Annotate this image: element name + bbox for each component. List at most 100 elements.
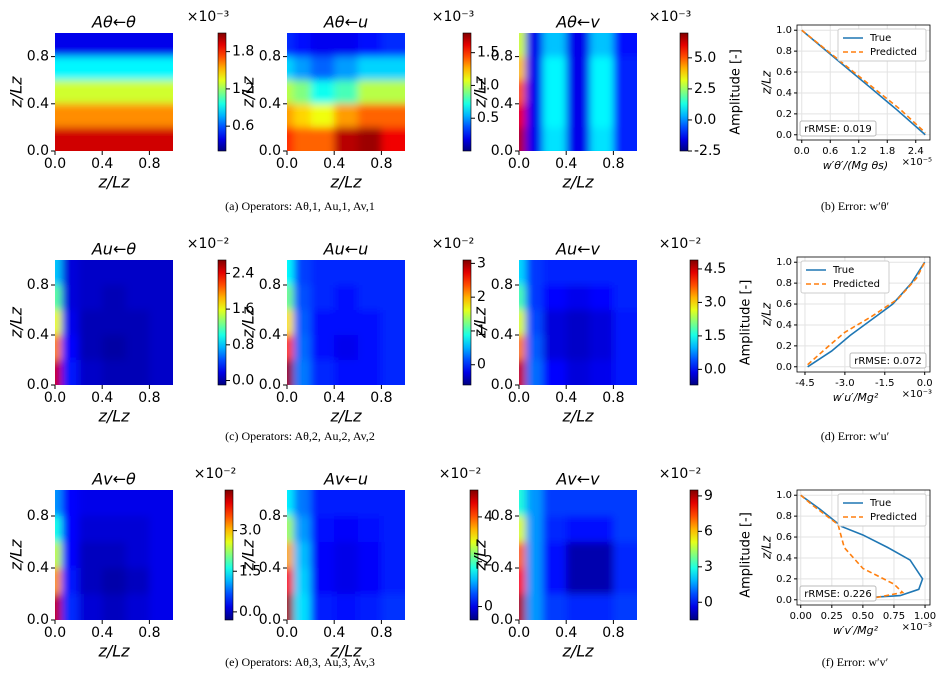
heatmap-cell [525, 594, 544, 620]
heatmap-cell [102, 80, 127, 105]
colorbar [224, 489, 234, 621]
heatmap-cell [357, 568, 382, 595]
colorbar-label: Amplitude [-] [739, 512, 754, 598]
heatmap-cell [566, 490, 591, 517]
y-tick-label: 0.8 [491, 508, 513, 524]
heatmap-cell [125, 490, 150, 517]
heatmap-cell [613, 56, 637, 81]
heatmap-cell [589, 33, 614, 58]
y-tick-label: 0.0 [776, 130, 792, 141]
heatmap-cell [149, 335, 173, 361]
heatmap-cell [357, 33, 382, 58]
heatmap-cell [542, 335, 567, 361]
heatmap-cell [78, 594, 103, 620]
heatmap-cell [310, 56, 335, 81]
heatmap-cell [334, 260, 359, 286]
heatmap-cell [589, 568, 614, 595]
y-tick-label: 0.8 [491, 49, 513, 65]
heatmap-cell [566, 335, 591, 361]
colorbar-tick-label: 0.0 [704, 361, 726, 377]
heatmap-cell [519, 335, 526, 361]
heatmap-cell [381, 33, 405, 58]
colorbar-tick-label: 4.5 [704, 261, 726, 277]
colorbar-tick-label: 3.0 [704, 294, 726, 310]
y-tick-label: 0.4 [776, 320, 792, 331]
heatmap-cell [589, 360, 614, 385]
heatmap-cell [519, 360, 526, 385]
caption: (d) Error: w′u′ [821, 429, 890, 443]
heatmap-cell [102, 542, 127, 569]
x-tick-label: 0.4 [91, 625, 113, 641]
heatmap-cell [519, 568, 526, 595]
heatmap [287, 260, 405, 385]
heatmap-cell [310, 568, 335, 595]
colorbar-tick-label: 1.5 [704, 328, 726, 344]
heatmap-cell [381, 310, 405, 336]
series-line [800, 494, 924, 600]
heatmap-cell [310, 260, 335, 286]
y-tick-label: 0.8 [27, 508, 49, 524]
heatmap-cell [61, 542, 80, 569]
heatmap-cell [78, 260, 103, 286]
heatmap-cell [149, 360, 173, 385]
heatmap-cell [613, 542, 637, 569]
colorbar-tick-label: 0.8 [232, 337, 254, 353]
heatmap-cell [55, 594, 62, 620]
heatmap [519, 33, 637, 151]
heatmap-cell [566, 310, 591, 336]
heatmap-cell [519, 33, 526, 58]
caption: (b) Error: w′θ′ [821, 199, 890, 213]
heatmap-cell [613, 360, 637, 385]
y-tick-label: 0.8 [27, 277, 49, 293]
heatmap-cell [310, 310, 335, 336]
y-axis-label: z/Lz [760, 70, 774, 95]
y-tick-label: 0.0 [491, 143, 513, 159]
heatmap-cell [519, 594, 526, 620]
heatmap [55, 260, 173, 385]
x-tick-label: 0.0 [276, 625, 298, 641]
heatmap-cell [55, 127, 62, 151]
x-tick-label: -1.5 [875, 378, 895, 389]
x-tick-label: 0.4 [91, 390, 113, 406]
heatmap-cell [613, 103, 637, 128]
heatmap-cell [613, 80, 637, 105]
heatmap-cell [310, 127, 335, 151]
heatmap-cell [381, 260, 405, 286]
x-tick-label: 0.00 [790, 611, 812, 622]
colorbar-scale-label: ×10⁻³ [649, 9, 692, 25]
colorbar-label: Amplitude [-] [729, 49, 744, 135]
heatmap-cell [125, 56, 150, 81]
y-tick-label: 0.4 [491, 560, 513, 576]
colorbar-tick-label: 2 [484, 554, 493, 570]
x-axis-label: z/Lz [561, 642, 594, 661]
colorbar-scale-label: ×10⁻² [432, 236, 475, 252]
x-axis-label: z/Lz [561, 407, 594, 426]
heatmap-cell [149, 594, 173, 620]
heatmap-cell [55, 80, 62, 105]
y-tick-label: 0.8 [259, 49, 281, 65]
x-tick-label: -3.0 [835, 378, 855, 389]
x-tick-label: 0.4 [91, 156, 113, 172]
colorbar-tick-label: 0 [704, 594, 713, 610]
legend-label: True [869, 33, 891, 44]
heatmap-cell [519, 80, 526, 105]
x-tick-label: 0.0 [917, 378, 933, 389]
heatmap-cell [293, 103, 312, 128]
x-tick-label: 0.4 [555, 390, 577, 406]
heatmap-cell [542, 127, 567, 151]
chart-title: Aθ←v [555, 13, 600, 32]
heatmap-cell [293, 594, 312, 620]
heatmap-cells [287, 260, 405, 385]
annotation: rRMSE: 0.072 [854, 356, 922, 367]
heatmap-cell [287, 56, 294, 81]
y-tick-label: 0.4 [27, 96, 49, 112]
heatmap-cell [589, 310, 614, 336]
y-tick-label: 0.8 [259, 508, 281, 524]
colorbar-tick-label: 2.5 [694, 81, 716, 97]
heatmap-cells [55, 260, 173, 385]
caption: (a) Operators: Aθ,1, Au,1, Av,1 [225, 199, 375, 213]
heatmap-cell [542, 33, 567, 58]
heatmap-cell [55, 490, 62, 517]
heatmap-cell [357, 360, 382, 385]
